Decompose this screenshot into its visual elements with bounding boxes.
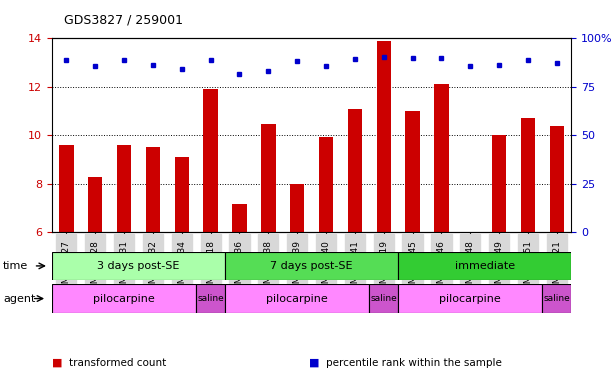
Bar bbox=[398, 252, 571, 280]
Bar bbox=[52, 252, 225, 280]
Text: saline: saline bbox=[197, 294, 224, 303]
Bar bbox=[543, 284, 571, 313]
Text: 7 days post-SE: 7 days post-SE bbox=[270, 261, 353, 271]
Bar bbox=[232, 204, 247, 232]
Bar bbox=[405, 111, 420, 232]
Bar bbox=[521, 118, 535, 232]
Bar bbox=[290, 184, 304, 232]
Bar bbox=[348, 109, 362, 232]
Text: pilocarpine: pilocarpine bbox=[93, 293, 155, 304]
Bar bbox=[88, 177, 103, 232]
Bar bbox=[196, 284, 225, 313]
Text: GDS3827 / 259001: GDS3827 / 259001 bbox=[64, 13, 183, 26]
Bar bbox=[225, 252, 398, 280]
Bar bbox=[369, 284, 398, 313]
Text: time: time bbox=[3, 261, 28, 271]
Bar bbox=[492, 136, 507, 232]
Bar bbox=[550, 126, 564, 232]
Text: agent: agent bbox=[3, 293, 35, 304]
Bar bbox=[59, 145, 73, 232]
Bar bbox=[319, 137, 333, 232]
Bar bbox=[434, 84, 448, 232]
Bar bbox=[145, 147, 160, 232]
Text: ■: ■ bbox=[52, 358, 62, 368]
Text: pilocarpine: pilocarpine bbox=[266, 293, 328, 304]
Bar bbox=[203, 89, 218, 232]
Bar bbox=[175, 157, 189, 232]
Text: transformed count: transformed count bbox=[69, 358, 166, 368]
Bar bbox=[52, 284, 196, 313]
Text: pilocarpine: pilocarpine bbox=[439, 293, 501, 304]
Text: ■: ■ bbox=[309, 358, 319, 368]
Bar bbox=[225, 284, 369, 313]
Bar bbox=[261, 124, 276, 232]
Text: immediate: immediate bbox=[455, 261, 515, 271]
Bar bbox=[398, 284, 543, 313]
Text: saline: saline bbox=[370, 294, 397, 303]
Bar bbox=[117, 145, 131, 232]
Text: percentile rank within the sample: percentile rank within the sample bbox=[326, 358, 502, 368]
Text: saline: saline bbox=[543, 294, 570, 303]
Text: 3 days post-SE: 3 days post-SE bbox=[97, 261, 180, 271]
Bar bbox=[376, 41, 391, 232]
